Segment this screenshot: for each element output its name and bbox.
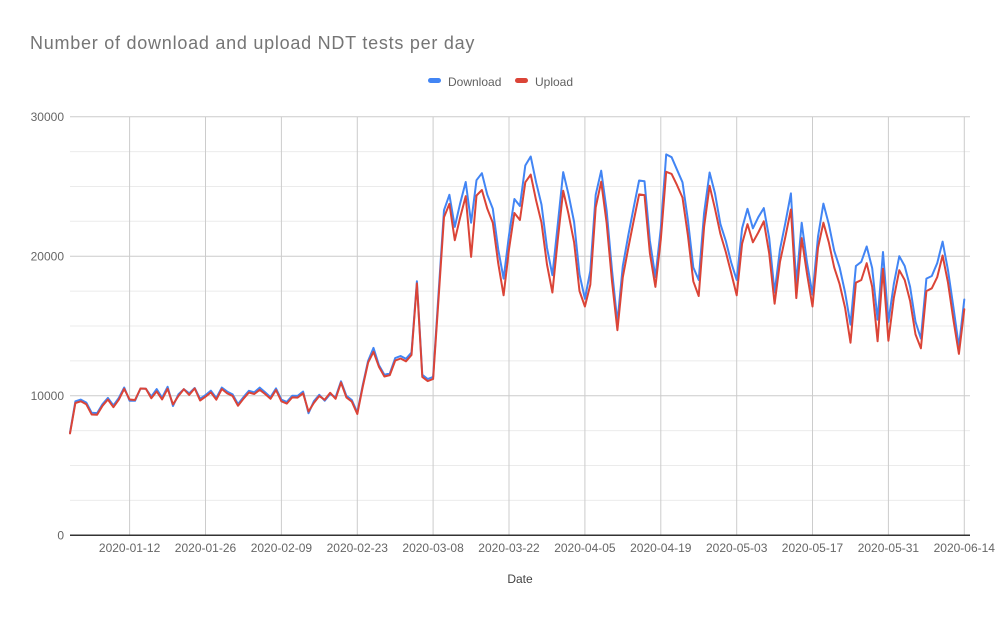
svg-text:2020-03-22: 2020-03-22 <box>478 541 540 555</box>
svg-text:Download: Download <box>448 75 501 89</box>
svg-text:2020-02-23: 2020-02-23 <box>327 541 389 555</box>
svg-text:2020-02-09: 2020-02-09 <box>251 541 313 555</box>
svg-text:0: 0 <box>57 529 64 543</box>
svg-text:2020-01-12: 2020-01-12 <box>99 541 161 555</box>
svg-text:Upload: Upload <box>535 75 573 89</box>
svg-text:2020-05-31: 2020-05-31 <box>858 541 920 555</box>
svg-text:2020-05-17: 2020-05-17 <box>782 541 844 555</box>
svg-text:2020-03-08: 2020-03-08 <box>402 541 464 555</box>
svg-text:2020-05-03: 2020-05-03 <box>706 541 768 555</box>
svg-text:2020-01-26: 2020-01-26 <box>175 541 237 555</box>
svg-text:20000: 20000 <box>31 249 65 263</box>
svg-text:Date: Date <box>507 572 533 586</box>
svg-text:30000: 30000 <box>31 110 65 124</box>
svg-text:Number of download and upload: Number of download and upload NDT tests … <box>30 33 475 53</box>
svg-text:2020-04-19: 2020-04-19 <box>630 541 692 555</box>
svg-text:2020-04-05: 2020-04-05 <box>554 541 616 555</box>
svg-text:10000: 10000 <box>31 389 65 403</box>
svg-text:2020-06-14: 2020-06-14 <box>934 541 996 555</box>
